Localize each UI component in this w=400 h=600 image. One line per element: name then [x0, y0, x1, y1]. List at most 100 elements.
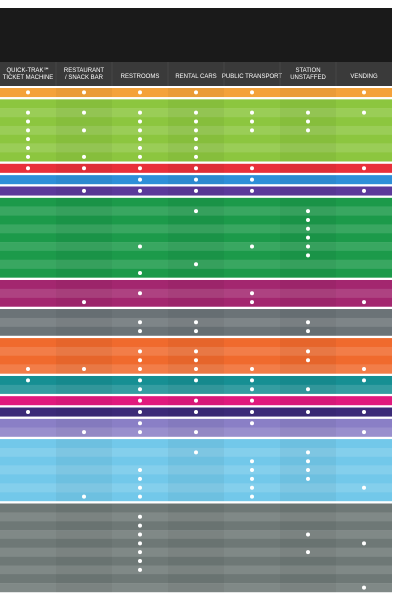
column-shade: [280, 556, 336, 566]
amenity-dot: [306, 128, 310, 133]
column-shade: [56, 538, 112, 548]
amenity-dot: [138, 468, 142, 473]
column-shade: [280, 512, 336, 522]
column-shade: [56, 175, 112, 185]
column-shade: [56, 456, 112, 466]
column-shade: [56, 521, 112, 531]
row-band: [0, 565, 392, 575]
amenity-dot: [138, 367, 142, 372]
amenity-dot: [82, 188, 86, 193]
amenity-dot: [138, 541, 142, 546]
amenity-dot: [306, 217, 310, 222]
column-shade: [280, 427, 336, 437]
amenity-dot: [26, 367, 30, 372]
amenity-dot: [194, 450, 198, 455]
amenity-dot: [26, 128, 30, 133]
amenity-dot: [138, 567, 142, 572]
amenity-dot: [138, 291, 142, 296]
column-shade: [168, 583, 224, 593]
column-shade: [56, 465, 112, 475]
column-shade: [56, 197, 112, 207]
amenity-dot: [250, 110, 254, 115]
column-shade: [56, 396, 112, 406]
amenity-dot: [138, 358, 142, 363]
column-shade: [280, 503, 336, 513]
column-shade: [168, 556, 224, 566]
amenity-dot: [194, 329, 198, 334]
amenity-dot: [26, 90, 30, 95]
amenity-dot: [194, 90, 198, 95]
column-shade: [56, 556, 112, 566]
column-shade: [280, 338, 336, 348]
amenity-dot: [194, 154, 198, 159]
amenity-dot: [306, 235, 310, 240]
amenity-dot: [82, 166, 86, 171]
amenity-dot: [306, 226, 310, 231]
row-band: [0, 338, 392, 348]
amenity-dot: [306, 450, 310, 455]
amenity-dot: [138, 409, 142, 414]
amenity-dot: [194, 110, 198, 115]
column-shade: [168, 456, 224, 466]
amenity-dot: [82, 110, 86, 115]
amenity-dot: [306, 349, 310, 354]
column-shade: [56, 547, 112, 557]
column-shade: [56, 384, 112, 394]
row-band: [0, 439, 392, 449]
column-shade: [168, 309, 224, 319]
row-band: [0, 583, 392, 593]
amenity-dot: [362, 409, 366, 414]
column-shade: [280, 565, 336, 575]
amenity-dot: [362, 90, 366, 95]
amenity-dot: [138, 494, 142, 499]
column-shade: [280, 175, 336, 185]
amenity-dot: [26, 154, 30, 159]
column-shade: [168, 99, 224, 109]
column-shade: [280, 163, 336, 173]
column-shade: [280, 396, 336, 406]
column-shade: [168, 547, 224, 557]
amenity-dot: [138, 271, 142, 276]
amenity-dot: [138, 137, 142, 142]
amenity-dot: [194, 320, 198, 325]
amenity-dot: [194, 209, 198, 214]
amenity-dot: [138, 146, 142, 151]
column-shade: [56, 474, 112, 484]
row-stripe: [0, 242, 392, 251]
row-band: [0, 521, 392, 531]
row-band: [0, 512, 392, 522]
row-band: [0, 215, 392, 225]
column-shade: [168, 268, 224, 278]
amenity-dot: [306, 459, 310, 464]
amenity-dot: [362, 541, 366, 546]
row-stripe: [0, 465, 392, 475]
amenity-dot: [250, 476, 254, 481]
amenity-dot: [306, 329, 310, 334]
column-shade: [56, 288, 112, 298]
row-stripe: [0, 288, 392, 298]
column-header: PUBLIC TRANSPORT: [222, 74, 282, 80]
column-shade: [56, 259, 112, 269]
amenity-dot: [362, 485, 366, 490]
column-shade: [280, 297, 336, 307]
column-shade: [56, 338, 112, 348]
column-shade: [168, 521, 224, 531]
amenity-dot: [362, 166, 366, 171]
amenity-dot: [362, 378, 366, 383]
amenity-dot: [250, 119, 254, 124]
column-shade: [280, 143, 336, 153]
row-band: [0, 556, 392, 566]
amenity-dot: [82, 367, 86, 372]
column-shade: [56, 512, 112, 522]
column-shade: [280, 309, 336, 319]
column-shade: [168, 279, 224, 290]
column-shade: [168, 224, 224, 234]
column-shade: [56, 355, 112, 365]
amenity-dot: [138, 523, 142, 528]
row-stripe: [0, 530, 392, 539]
amenity-dot: [362, 300, 366, 305]
amenity-dot: [362, 585, 366, 590]
column-shade: [56, 565, 112, 575]
amenity-dot: [138, 320, 142, 325]
